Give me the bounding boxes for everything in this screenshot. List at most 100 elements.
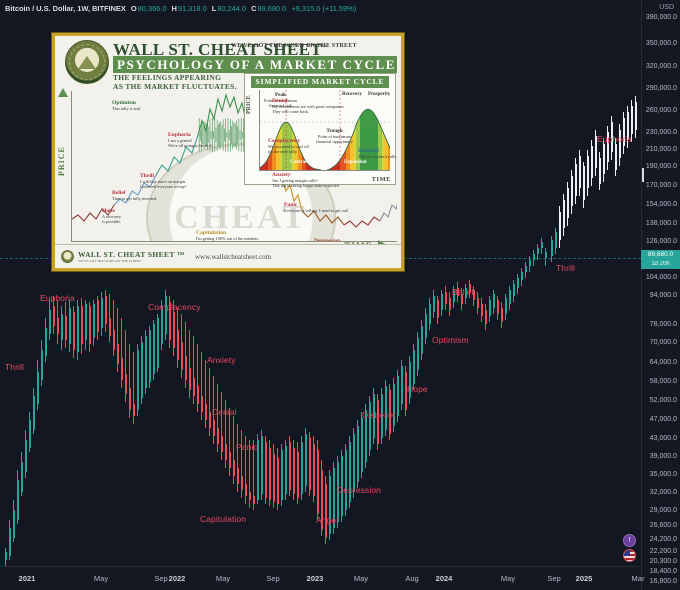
cheat-sheet-note-body: I am a genius! <box>168 138 193 143</box>
candle <box>508 286 512 310</box>
candle <box>116 308 120 372</box>
cheat-sheet-note-head: Hope <box>102 208 115 214</box>
smc-note-head: Trough <box>326 128 343 134</box>
cheat-sheet-subtitle: PSYCHOLOGY OF A MARKET CYCLE <box>117 56 397 72</box>
candle <box>300 436 304 500</box>
price-axis-label: 64,000.0 <box>649 359 677 366</box>
candle <box>492 290 496 314</box>
candle <box>480 298 484 322</box>
time-axis-label: 2025 <box>575 574 593 583</box>
up-arrow-icon <box>58 88 68 97</box>
chart-annotation: Disbelief <box>362 410 396 420</box>
candle <box>80 298 84 354</box>
price-axis-label: 170,000.0 <box>645 182 677 189</box>
candle <box>160 300 164 350</box>
candle <box>88 302 92 352</box>
chart-annotation: Anxiety <box>207 355 236 365</box>
price-axis-label: 43,000.0 <box>649 435 677 442</box>
alert-badge-icon[interactable]: ! <box>623 534 636 547</box>
legend-exchange: BITFINEX <box>92 4 126 13</box>
time-axis-label: Aug <box>405 574 419 583</box>
candle <box>8 520 12 560</box>
legend-low-label: L <box>211 4 217 13</box>
alert-glyph: ! <box>628 537 631 544</box>
cheat-sheet-note: Optimism This rally is real. <box>112 100 141 111</box>
legend-symbol: Bitcoin / U.S. Dollar <box>5 4 74 13</box>
price-axis-label: 16,800.0 <box>649 578 677 585</box>
candle <box>152 320 156 380</box>
time-axis-label: Sep <box>266 574 280 583</box>
candle <box>256 434 260 504</box>
cheat-sheet-note: Capitulation I'm getting 100% out of the … <box>196 230 259 241</box>
axis-cursor <box>642 168 644 182</box>
wall-st-cheat-sheet-image[interactable]: WALL ST. CHEAT SHEET™ WE'VE GOT THE WORD… <box>52 33 404 271</box>
cheat-sheet-slogan: WE'VE GOT THE WORD ON THE STREET <box>231 43 357 49</box>
cheat-sheet-note-head: Anxiety <box>272 172 291 178</box>
smc-phase-label: Prosperity <box>368 92 390 97</box>
smc-note-body: Point of maximum <box>264 98 297 103</box>
cheat-sheet-note-head: Capitulation <box>196 230 227 236</box>
candle <box>384 380 388 436</box>
candle <box>340 450 344 522</box>
candle <box>312 436 316 502</box>
candle <box>464 284 468 304</box>
time-axis[interactable]: 2021 May Sep 2022 May Sep 2023 May Aug 2024 May Sep… <box>0 566 644 590</box>
current-price-value: 89,680.0 <box>647 251 674 258</box>
cheat-sheet-note-body: Everyone is selling. I need to get out! <box>284 208 349 213</box>
candle <box>164 290 168 340</box>
cheat-sheet-note-body: Time to get fully invested. <box>112 196 158 201</box>
smc-note-body: Point of maximum <box>318 134 351 139</box>
price-axis-label: 39,000.0 <box>649 453 677 460</box>
smc-plot: Peak Point of maximum financial risk Trough… <box>259 90 390 171</box>
candle <box>554 228 558 254</box>
tagline-line: AS THE MARKET FLUCTUATES. <box>113 81 237 91</box>
candle <box>120 318 124 388</box>
candle <box>472 286 476 306</box>
candle <box>618 124 622 166</box>
candle <box>284 440 288 500</box>
smc-note-body: financial opportunity <box>316 139 353 144</box>
cheat-sheet-note-head: Disbelief <box>358 148 379 154</box>
chart-legend[interactable]: Bitcoin / U.S. Dollar, 1W, BITFINEX O80,… <box>5 4 357 13</box>
price-axis[interactable]: USD 390,000.0 350,000.0 320,000.0 290,000.0… <box>641 0 680 590</box>
us-flag-badge-icon[interactable] <box>623 549 636 562</box>
price-axis-label: 104,000.0 <box>645 274 677 281</box>
candle <box>52 296 56 334</box>
time-axis-label: Sep <box>547 574 561 583</box>
price-axis-label: 20,300.0 <box>649 558 677 565</box>
price-axis-label: 26,600.0 <box>649 522 677 529</box>
candle <box>288 436 292 496</box>
candle <box>172 300 176 356</box>
candle <box>432 290 436 318</box>
chart-annotation: Thrill <box>556 263 576 273</box>
chart-annotation: Belief <box>452 287 474 297</box>
candle <box>180 314 184 378</box>
current-price-tag[interactable]: 89,680.0 1d 20h <box>641 250 680 269</box>
price-axis-unit: USD <box>659 4 674 11</box>
legend-close-value: 89,680.0 <box>257 4 287 13</box>
smc-note-head: Peak <box>274 92 286 98</box>
cheat-sheet-note: Complacency We just need to cool off for t… <box>268 138 309 154</box>
candle <box>332 462 336 534</box>
legend-close-label: C <box>251 4 257 13</box>
candle <box>200 352 204 420</box>
candle <box>308 432 312 496</box>
candle <box>582 162 586 208</box>
price-axis-label: 210,000.0 <box>645 146 677 153</box>
candle <box>412 344 416 390</box>
candle <box>60 306 64 350</box>
price-axis-label: 350,000.0 <box>645 40 677 47</box>
candle <box>316 440 320 520</box>
candle <box>524 262 528 278</box>
cheat-sheet-note: Disbelief This is a sucker's rally. <box>358 148 397 159</box>
time-axis-label: Mar <box>631 574 645 583</box>
cheat-sheet-note: Panic Everyone is selling. I need to get … <box>284 202 349 213</box>
cheat-sheet-url[interactable]: www.wallstcheatsheet.com <box>195 253 272 261</box>
price-axis-label: 18,400.0 <box>649 568 677 575</box>
price-axis-label: 22,200.0 <box>649 548 677 555</box>
candle <box>148 326 152 388</box>
chart-annotation: Complacency <box>148 302 201 312</box>
candle <box>456 282 460 302</box>
cheat-sheet-note-body: My investments are with great companies. <box>272 104 345 109</box>
candle <box>574 158 578 204</box>
